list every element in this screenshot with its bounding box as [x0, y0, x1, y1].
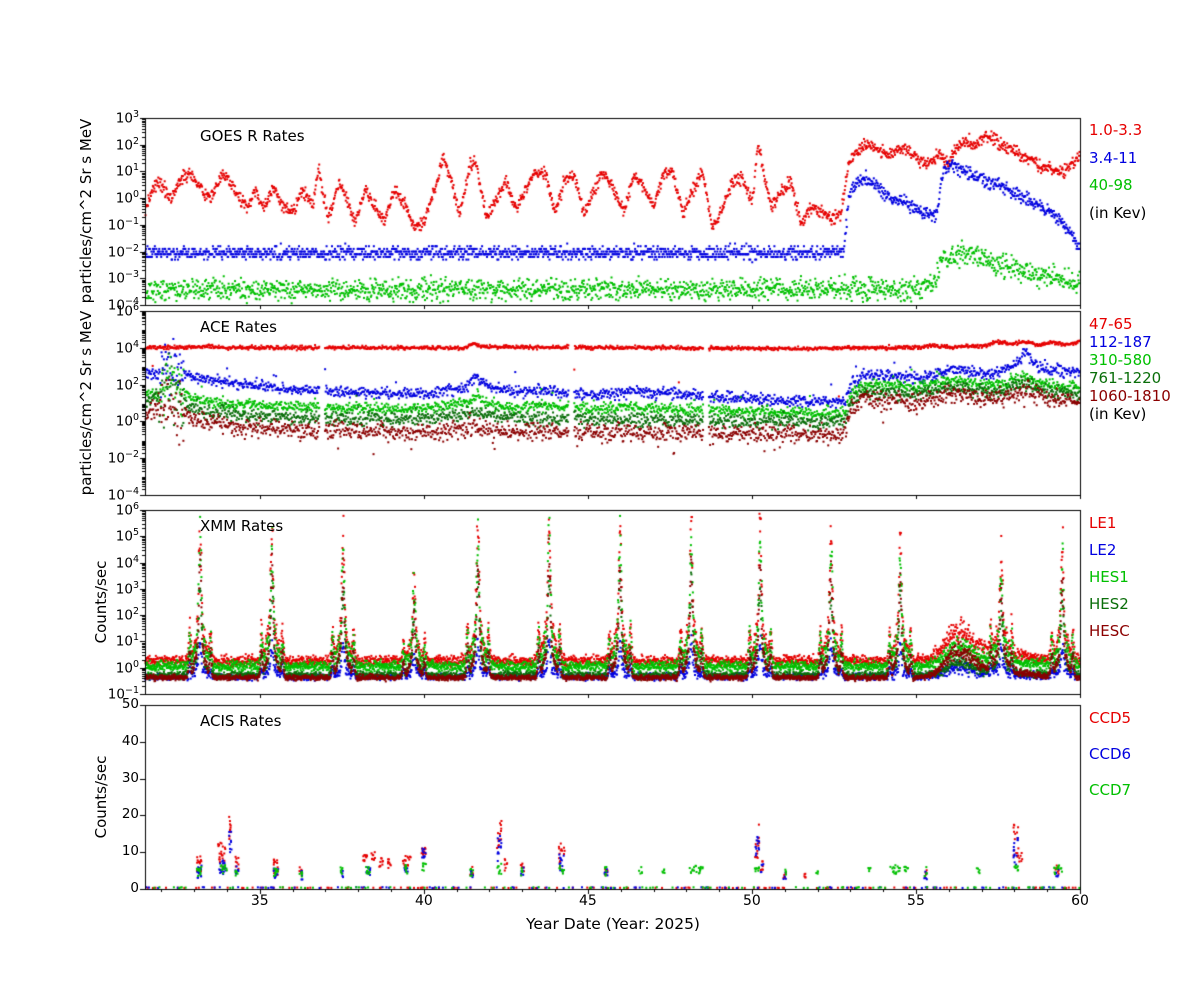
figure: GOES R Rates ACE Rates XMM Rates ACIS Ra… [0, 0, 1200, 1000]
plot-canvas [0, 0, 1200, 1000]
